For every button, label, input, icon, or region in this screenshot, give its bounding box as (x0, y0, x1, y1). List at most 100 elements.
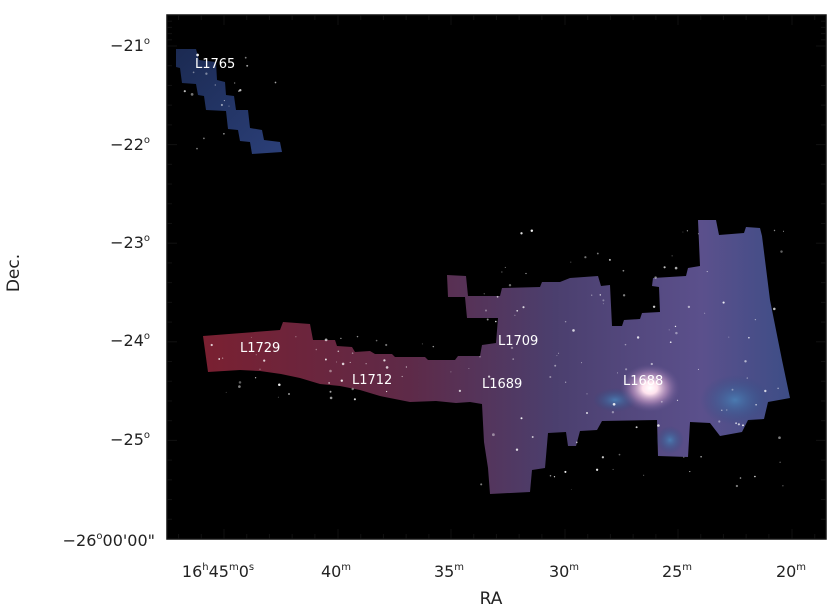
star (624, 343, 627, 346)
star (676, 399, 679, 401)
y-axis-title: Dec. (4, 254, 24, 292)
star (643, 474, 645, 476)
star (783, 230, 784, 232)
x-tick-label: 30m (549, 562, 579, 581)
star (625, 368, 628, 371)
star (190, 93, 194, 96)
star (504, 266, 506, 268)
star (595, 468, 599, 471)
y-tick-label: −21o (110, 36, 150, 55)
star (616, 372, 618, 374)
star (183, 90, 186, 93)
star (650, 362, 653, 366)
x-tick-label: 25m (662, 562, 692, 581)
star (225, 391, 227, 393)
star (686, 230, 689, 232)
star (675, 331, 678, 335)
star (250, 336, 252, 338)
star (735, 422, 738, 425)
star (731, 388, 734, 391)
star (353, 398, 356, 401)
star (556, 355, 558, 357)
star (706, 271, 708, 273)
star (669, 341, 672, 344)
star (777, 387, 779, 390)
star (421, 343, 423, 345)
star (700, 455, 702, 458)
star (214, 84, 216, 86)
star (564, 470, 567, 473)
star (341, 362, 345, 366)
star (244, 56, 247, 59)
star (618, 453, 621, 456)
star (575, 441, 578, 444)
star (564, 320, 567, 323)
star (782, 485, 784, 487)
star (683, 456, 685, 458)
star (496, 295, 499, 298)
star (401, 375, 403, 378)
star (450, 371, 452, 373)
star (480, 483, 483, 486)
star (288, 393, 290, 395)
star (255, 354, 257, 356)
star (602, 299, 605, 302)
star (192, 71, 195, 74)
star (329, 390, 332, 393)
star (221, 357, 224, 359)
star (722, 301, 725, 304)
region-label-l1712: L1712 (352, 373, 392, 388)
star (218, 358, 221, 360)
x-tick-label: 20m (776, 562, 806, 581)
star (385, 366, 389, 369)
star (514, 314, 516, 316)
y-tick-labels: −21o −22o −23o −24o −25o −26o00'00" (63, 36, 155, 550)
star (601, 456, 605, 459)
star (220, 103, 223, 107)
star (744, 360, 747, 363)
star (238, 381, 242, 384)
nebula-main-stream (203, 220, 790, 494)
star (748, 336, 750, 339)
star (697, 368, 699, 370)
x-tick-labels: 16h45m0s 40m 35m 30m 25m 20m (182, 562, 806, 581)
star (737, 423, 740, 426)
star (689, 471, 691, 473)
star (530, 229, 534, 233)
star (622, 269, 625, 272)
y-tick-label-last: −26o00'00" (63, 531, 155, 550)
star (586, 412, 588, 414)
star (570, 489, 572, 491)
star (324, 358, 327, 361)
star (549, 375, 552, 379)
star (654, 276, 657, 279)
star (337, 350, 340, 353)
blue-glow-south (656, 426, 684, 454)
star (728, 336, 730, 338)
star (196, 147, 198, 150)
star (612, 468, 614, 470)
star (778, 436, 781, 440)
blue-glow-east (700, 375, 770, 425)
region-label-l1729: L1729 (240, 341, 280, 356)
star (510, 346, 514, 350)
star-field (183, 53, 784, 491)
axis-ticks (167, 15, 826, 540)
star (668, 329, 670, 331)
star (432, 345, 435, 348)
star (549, 474, 552, 477)
y-tick-label: −24o (110, 331, 150, 350)
x-tick-label: 35m (434, 562, 464, 581)
star (554, 364, 557, 367)
star (660, 400, 663, 403)
star (572, 329, 575, 332)
star (238, 90, 240, 92)
star (203, 137, 205, 140)
star (611, 411, 615, 414)
star (234, 82, 236, 84)
star (754, 475, 756, 478)
star (754, 318, 757, 321)
star (674, 266, 678, 270)
star (329, 369, 332, 373)
